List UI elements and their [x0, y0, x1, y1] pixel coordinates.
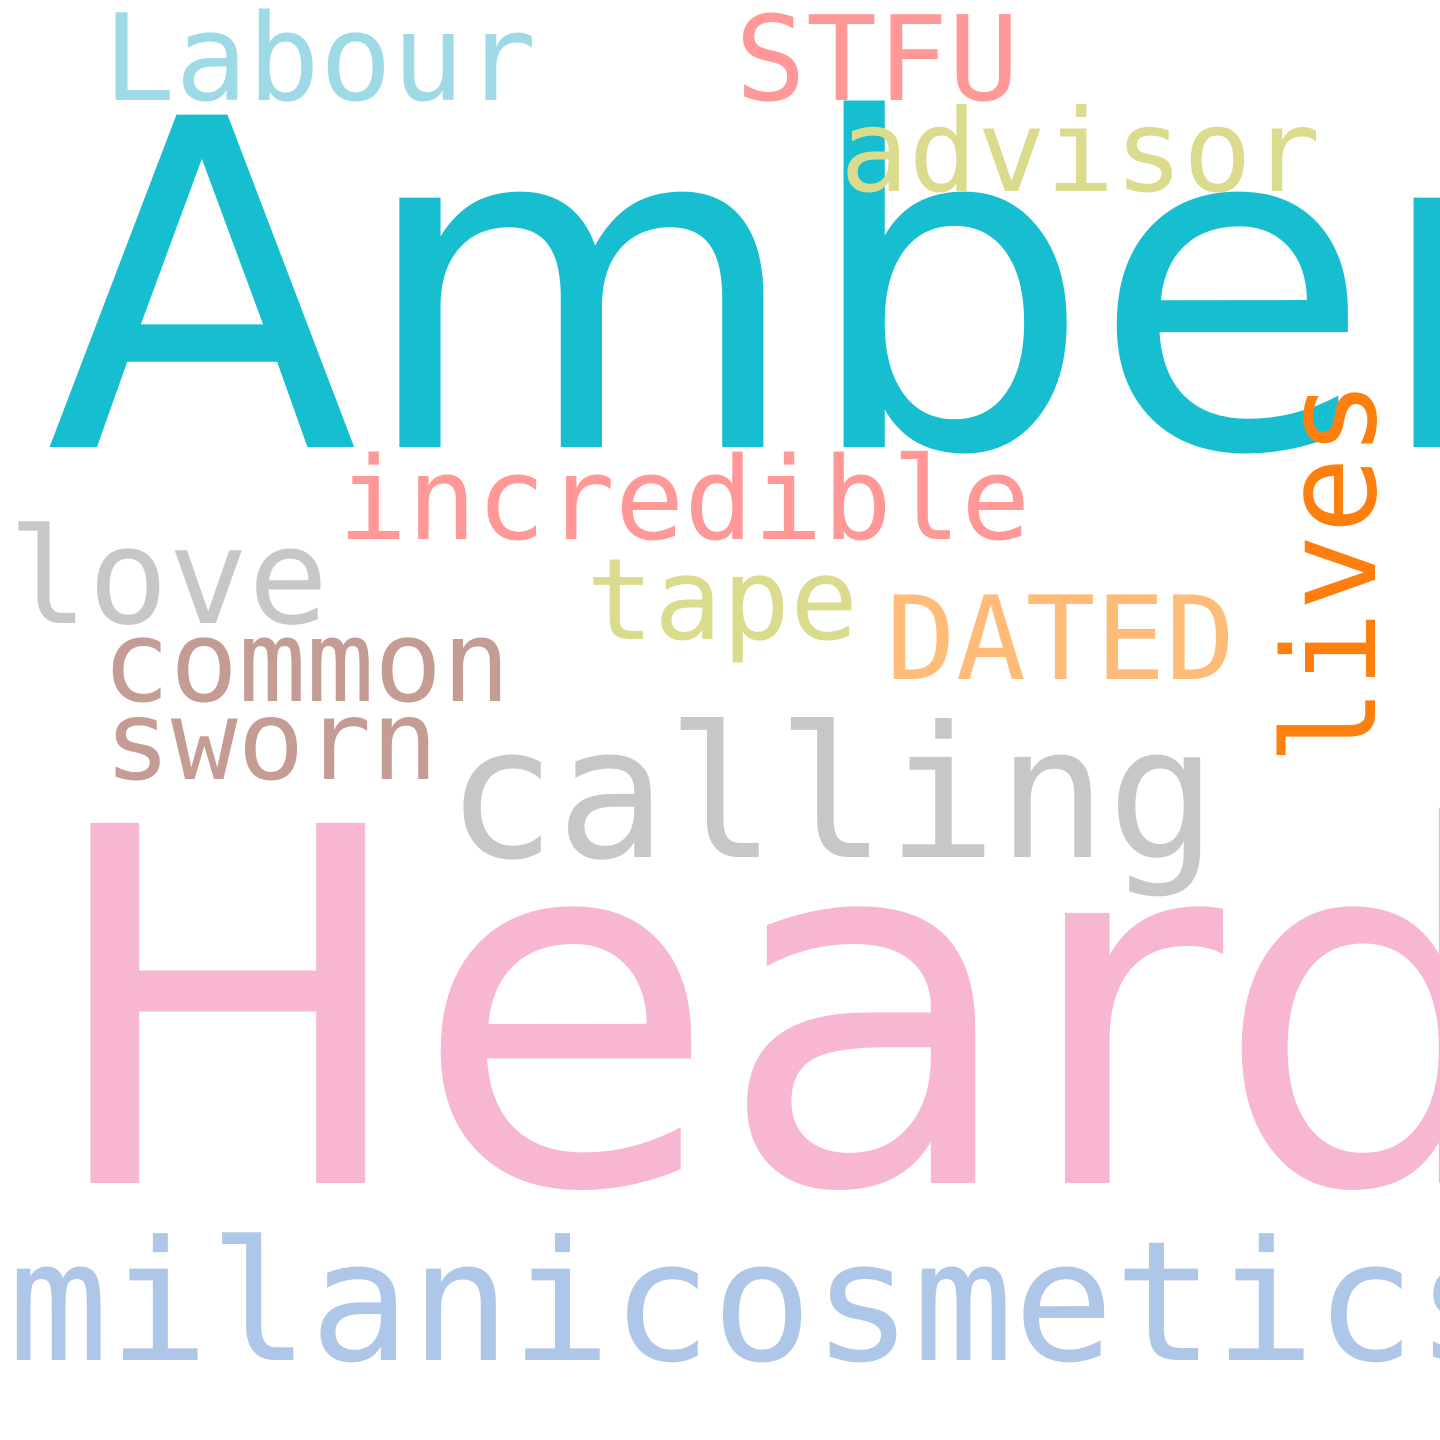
word-calling: calling: [446, 688, 1218, 901]
word-incredible: incredible: [338, 433, 1031, 567]
word-tape: tape: [586, 534, 859, 666]
word-milanicosmetics: milanicosmetics: [8, 1206, 1440, 1400]
word-dated: DATED: [886, 572, 1236, 707]
word-sworn: sworn: [104, 677, 439, 806]
word-love: love: [8, 501, 329, 655]
word-common: common: [102, 596, 511, 728]
word-labour: Labour: [103, 0, 537, 129]
word-stfu: STFU: [735, 0, 1020, 128]
word-heard: Heard: [42, 724, 1440, 1300]
word-lives: lives: [1257, 379, 1406, 765]
word-advisor: advisor: [840, 85, 1321, 218]
word-amber: Amber: [46, 24, 1440, 555]
